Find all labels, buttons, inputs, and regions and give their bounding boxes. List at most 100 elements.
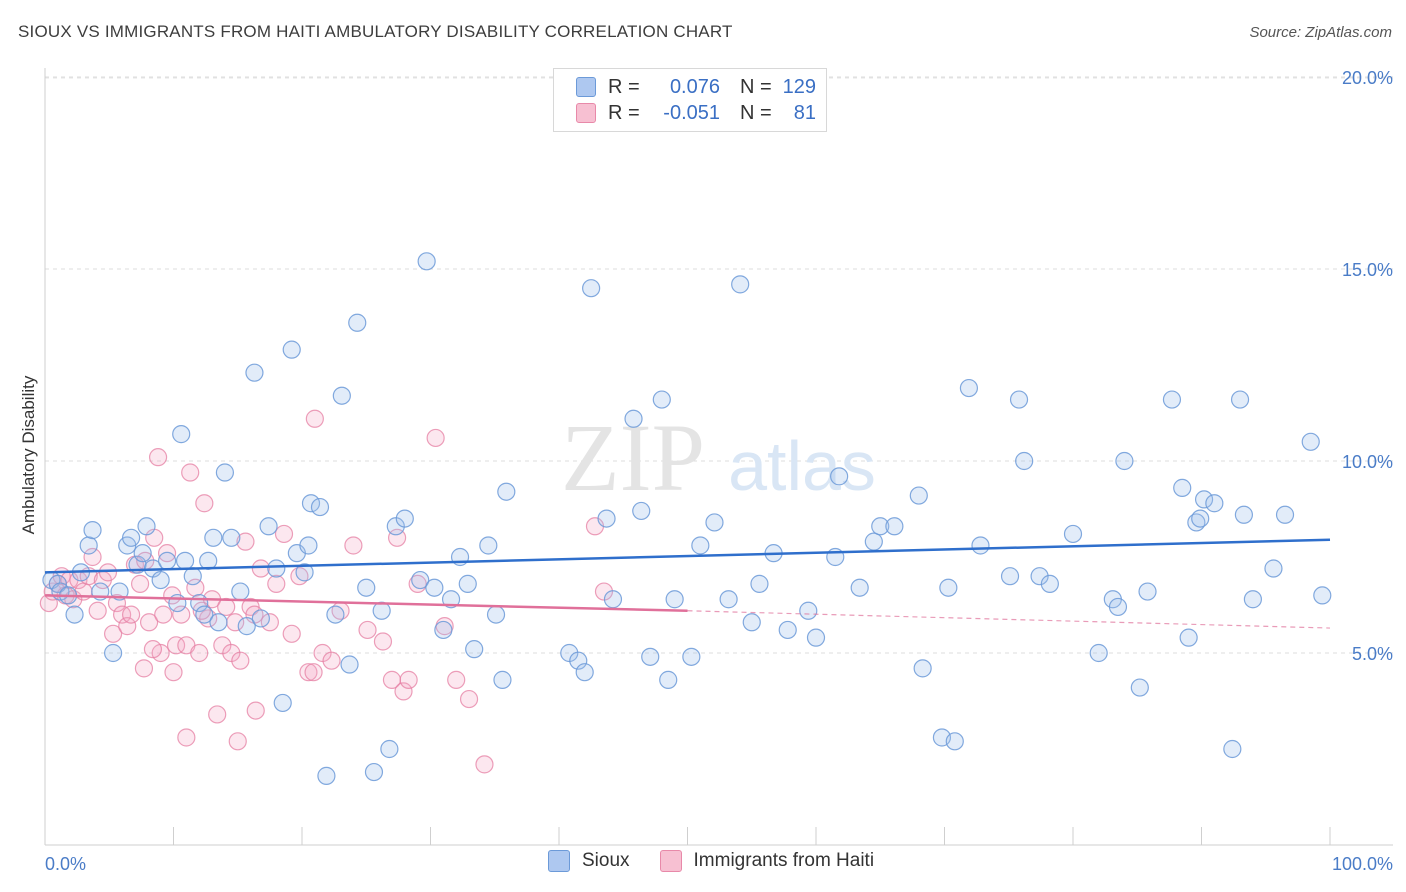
- legend-item-haiti: Immigrants from Haiti: [659, 850, 874, 872]
- sioux-point: [1243, 590, 1263, 609]
- legend-r-value: -0.051: [663, 101, 720, 124]
- sioux-point: [1234, 505, 1254, 524]
- haiti-point: [260, 613, 279, 632]
- sioux-point: [830, 467, 849, 486]
- sioux-point: [1009, 390, 1029, 409]
- haiti-point: [387, 528, 407, 547]
- sioux-point: [465, 640, 484, 659]
- sioux-point: [104, 643, 123, 663]
- haiti-point: [251, 559, 270, 578]
- sioux-point: [380, 739, 399, 759]
- sioux-point: [731, 275, 750, 294]
- sioux-point: [458, 574, 477, 593]
- sioux-point: [175, 551, 195, 570]
- sioux-point: [1000, 567, 1020, 586]
- sioux-point: [493, 670, 512, 689]
- haiti-point: [399, 670, 418, 689]
- haiti-point: [164, 663, 183, 682]
- sioux-point: [215, 463, 234, 482]
- sioux-point: [624, 409, 643, 428]
- y-axis-label: Ambulatory Disability: [19, 375, 38, 534]
- sioux-point: [659, 670, 678, 689]
- haiti-point: [475, 755, 494, 774]
- sioux-point: [357, 578, 376, 597]
- sioux-point: [665, 590, 684, 609]
- sioux-point: [682, 647, 701, 666]
- haiti-point: [344, 536, 363, 555]
- haiti-point: [139, 613, 159, 632]
- sioux-point: [1223, 739, 1242, 759]
- y-tick-label: 10.0%: [1342, 452, 1393, 472]
- sioux-point: [310, 497, 330, 517]
- haiti-point: [134, 659, 154, 678]
- sioux-point: [1264, 559, 1283, 578]
- sioux-point: [340, 655, 359, 674]
- sioux-point: [806, 628, 826, 647]
- haiti-point: [166, 636, 186, 655]
- sioux-point: [133, 544, 152, 563]
- legend-r-label: R =: [608, 75, 640, 98]
- haiti-point: [267, 574, 286, 593]
- sioux-point: [441, 590, 461, 609]
- sioux-point: [1130, 678, 1149, 697]
- sioux-point: [348, 313, 367, 332]
- sioux-point: [411, 570, 430, 590]
- sioux-point: [569, 651, 588, 670]
- haiti-point: [274, 524, 294, 544]
- legend-n-value: 81: [793, 101, 816, 124]
- x-tick-label-max: 100.0%: [1332, 854, 1393, 874]
- sioux-point: [1162, 390, 1182, 409]
- sioux-point: [79, 536, 98, 555]
- haiti-point: [459, 689, 479, 709]
- sioux-point: [195, 605, 214, 624]
- haiti-point: [304, 663, 323, 682]
- trend-lines: [44, 538, 1331, 629]
- sioux-point: [1173, 478, 1192, 497]
- y-tick-label: 15.0%: [1342, 260, 1393, 280]
- sioux-point: [204, 528, 223, 547]
- source-label: Source: ZipAtlas.com: [1249, 24, 1392, 41]
- sioux-point: [1089, 643, 1108, 663]
- sioux-point: [742, 613, 761, 632]
- sioux-point: [151, 570, 170, 590]
- watermark-zip: ZIP: [561, 404, 705, 511]
- sioux-point: [1108, 597, 1128, 617]
- series-sioux-points: [42, 252, 1332, 785]
- sioux-point: [222, 528, 241, 547]
- sioux-point: [778, 620, 797, 640]
- legend-r-label: R =: [608, 101, 640, 124]
- haiti-point: [394, 682, 413, 701]
- sioux-point: [652, 390, 671, 409]
- sioux-point: [691, 536, 710, 555]
- x-tick-label-min: 0.0%: [45, 854, 86, 874]
- sioux-point: [1275, 505, 1295, 524]
- sioux-point: [603, 590, 623, 609]
- sioux-legend-swatch: [548, 850, 570, 872]
- haiti-point: [208, 705, 227, 724]
- sioux-point: [237, 617, 256, 636]
- sioux-point: [1205, 494, 1224, 513]
- sioux-point: [959, 378, 979, 398]
- legend-label-sioux: Sioux: [582, 850, 630, 871]
- sioux-point: [295, 563, 314, 582]
- haiti-point: [299, 663, 318, 682]
- haiti-point: [177, 728, 196, 747]
- haiti-point: [172, 605, 191, 624]
- sioux-point: [945, 732, 964, 751]
- sioux-point: [251, 609, 270, 628]
- watermark-atlas: atlas: [728, 427, 876, 505]
- sioux-point: [83, 521, 102, 540]
- sioux-point: [885, 517, 904, 536]
- sioux-point: [245, 363, 264, 382]
- watermark: ZIP atlas: [561, 404, 876, 511]
- sioux-point: [632, 501, 651, 521]
- haiti-point: [447, 670, 466, 689]
- haiti-point: [190, 643, 209, 663]
- haiti-point: [282, 624, 301, 643]
- x-tick-labels: 0.0% 100.0%: [45, 854, 1393, 874]
- haiti-trend-extension: [687, 610, 1331, 629]
- haiti-point: [88, 601, 107, 620]
- sioux-point: [971, 536, 990, 555]
- haiti-legend-swatch: [659, 850, 682, 872]
- sioux-point: [871, 517, 890, 536]
